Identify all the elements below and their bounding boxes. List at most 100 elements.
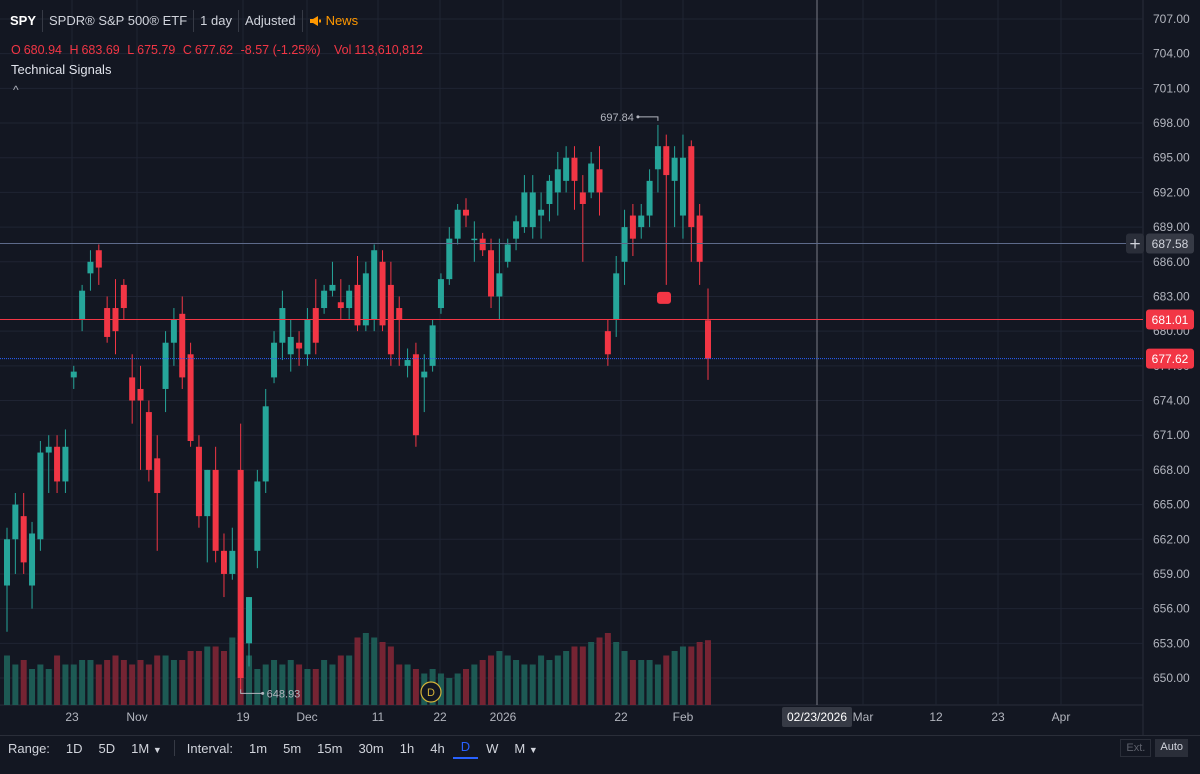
interval-label[interactable]: 1 day xyxy=(194,10,239,32)
volume-bar xyxy=(304,669,311,705)
y-tick-label: 653.00 xyxy=(1153,636,1190,650)
volume-bar xyxy=(254,669,261,705)
news-button[interactable]: News xyxy=(303,10,365,32)
x-tick-label: Dec xyxy=(296,710,317,724)
x-tick-label: 23 xyxy=(991,710,1005,724)
candle-body xyxy=(45,446,52,453)
volume-bar xyxy=(596,637,603,705)
change-value: -8.57 (-1.25%) xyxy=(240,43,321,57)
volume-bar xyxy=(663,655,670,705)
ohlc-legend: O 680.94 H 683.69 L 675.79 C 677.62 -8.57 (-… xyxy=(11,43,427,57)
volume-bar xyxy=(129,664,136,705)
volume-bar xyxy=(705,640,711,705)
candle-body xyxy=(412,354,419,436)
price-label-text: 681.01 xyxy=(1152,313,1189,327)
volume-bar xyxy=(412,669,419,705)
candle-body xyxy=(254,481,261,551)
volume-bar xyxy=(513,660,520,705)
x-tick-label: 12 xyxy=(929,710,943,724)
candle-body xyxy=(538,209,545,216)
candle-body xyxy=(671,157,678,181)
candle-body xyxy=(504,244,511,262)
x-tick-label: 22 xyxy=(433,710,447,724)
candle-body xyxy=(87,261,94,274)
volume-bar xyxy=(87,660,94,705)
candle-body xyxy=(54,446,61,482)
candle-body xyxy=(404,360,411,366)
volume-bar xyxy=(104,660,111,705)
candle-body xyxy=(437,279,444,309)
candle-body xyxy=(638,215,645,228)
candle-body xyxy=(237,469,244,678)
volume-bars xyxy=(4,633,711,705)
adjustment-label[interactable]: Adjusted xyxy=(239,10,303,32)
candle-body xyxy=(162,342,169,389)
y-tick-label: 704.00 xyxy=(1153,47,1190,61)
volume-bar xyxy=(521,664,528,705)
candle-body xyxy=(429,325,436,366)
news-label: News xyxy=(325,13,359,28)
candle-body xyxy=(329,284,336,291)
candle-body xyxy=(287,336,294,355)
range-5d-button[interactable]: 5D xyxy=(98,740,116,756)
candle-body xyxy=(629,215,636,239)
candle-body xyxy=(663,146,670,176)
technical-signals-label[interactable]: Technical Signals xyxy=(11,62,112,77)
volume-bar xyxy=(29,669,36,705)
candle-body xyxy=(454,209,461,239)
candle-body xyxy=(646,180,653,216)
interval-1m-button[interactable]: 1m xyxy=(249,740,268,756)
symbol-label[interactable]: SPY xyxy=(4,10,44,32)
volume-bar xyxy=(563,651,570,705)
interval-w-button[interactable]: W xyxy=(486,740,499,756)
volume-bar xyxy=(70,664,77,705)
collapse-caret-icon[interactable]: ^ xyxy=(13,83,19,97)
interval-5m-button[interactable]: 5m xyxy=(283,740,302,756)
candle-body xyxy=(471,238,478,241)
low-label: L xyxy=(127,43,135,57)
interval-30m-button[interactable]: 30m xyxy=(358,740,384,756)
y-tick-label: 656.00 xyxy=(1153,602,1190,616)
range-1d-button[interactable]: 1D xyxy=(65,740,83,756)
interval-d-button[interactable]: D xyxy=(452,737,479,759)
volume-bar xyxy=(404,664,411,705)
volume-bar xyxy=(571,646,578,705)
volume-bar xyxy=(337,655,344,705)
extended-hours-toggle[interactable]: Ext. xyxy=(1120,739,1152,757)
interval-1h-button[interactable]: 1h xyxy=(399,740,415,756)
interval-m-button[interactable]: M ▼ xyxy=(514,740,538,756)
candle-body xyxy=(488,250,495,297)
candle-body xyxy=(421,371,428,378)
volume-bar xyxy=(37,664,44,705)
range-1m-button[interactable]: 1M ▼ xyxy=(131,740,162,756)
high-dot xyxy=(636,115,640,119)
volume-bar xyxy=(287,660,294,705)
candle-body xyxy=(187,354,194,441)
auto-scale-toggle[interactable]: Auto xyxy=(1155,739,1188,757)
y-tick-label: 668.00 xyxy=(1153,463,1190,477)
instrument-name: SPDR® S&P 500® ETF xyxy=(43,10,195,32)
interval-15m-button[interactable]: 15m xyxy=(317,740,343,756)
candle-body xyxy=(145,412,152,470)
period-high-label: 697.84 xyxy=(600,112,634,124)
chart-annotations: 697.84 648.93 D xyxy=(240,112,671,703)
interval-4h-button[interactable]: 4h xyxy=(430,740,445,756)
x-tick-label: Nov xyxy=(126,710,147,724)
high-label: H xyxy=(69,43,79,57)
volume-bar xyxy=(162,655,169,705)
candle-body xyxy=(579,192,586,204)
volume-bar xyxy=(229,637,236,705)
price-chart[interactable]: 650.00 653.00 656.00 659.00 662.00 665.00 668.… xyxy=(0,0,1200,735)
candle-body xyxy=(246,597,253,644)
close-label: C xyxy=(182,43,192,57)
candle-body xyxy=(304,319,311,355)
candle-body xyxy=(571,157,578,181)
candle-body xyxy=(79,290,86,320)
price-label-box xyxy=(1146,348,1194,369)
x-tick-label: 2026 xyxy=(490,710,517,724)
y-tick-label: 686.00 xyxy=(1153,255,1190,269)
volume-bar xyxy=(246,655,253,705)
volume-bar xyxy=(45,669,52,705)
x-tick-label: 19 xyxy=(236,710,250,724)
crosshair-date-box xyxy=(782,707,852,727)
